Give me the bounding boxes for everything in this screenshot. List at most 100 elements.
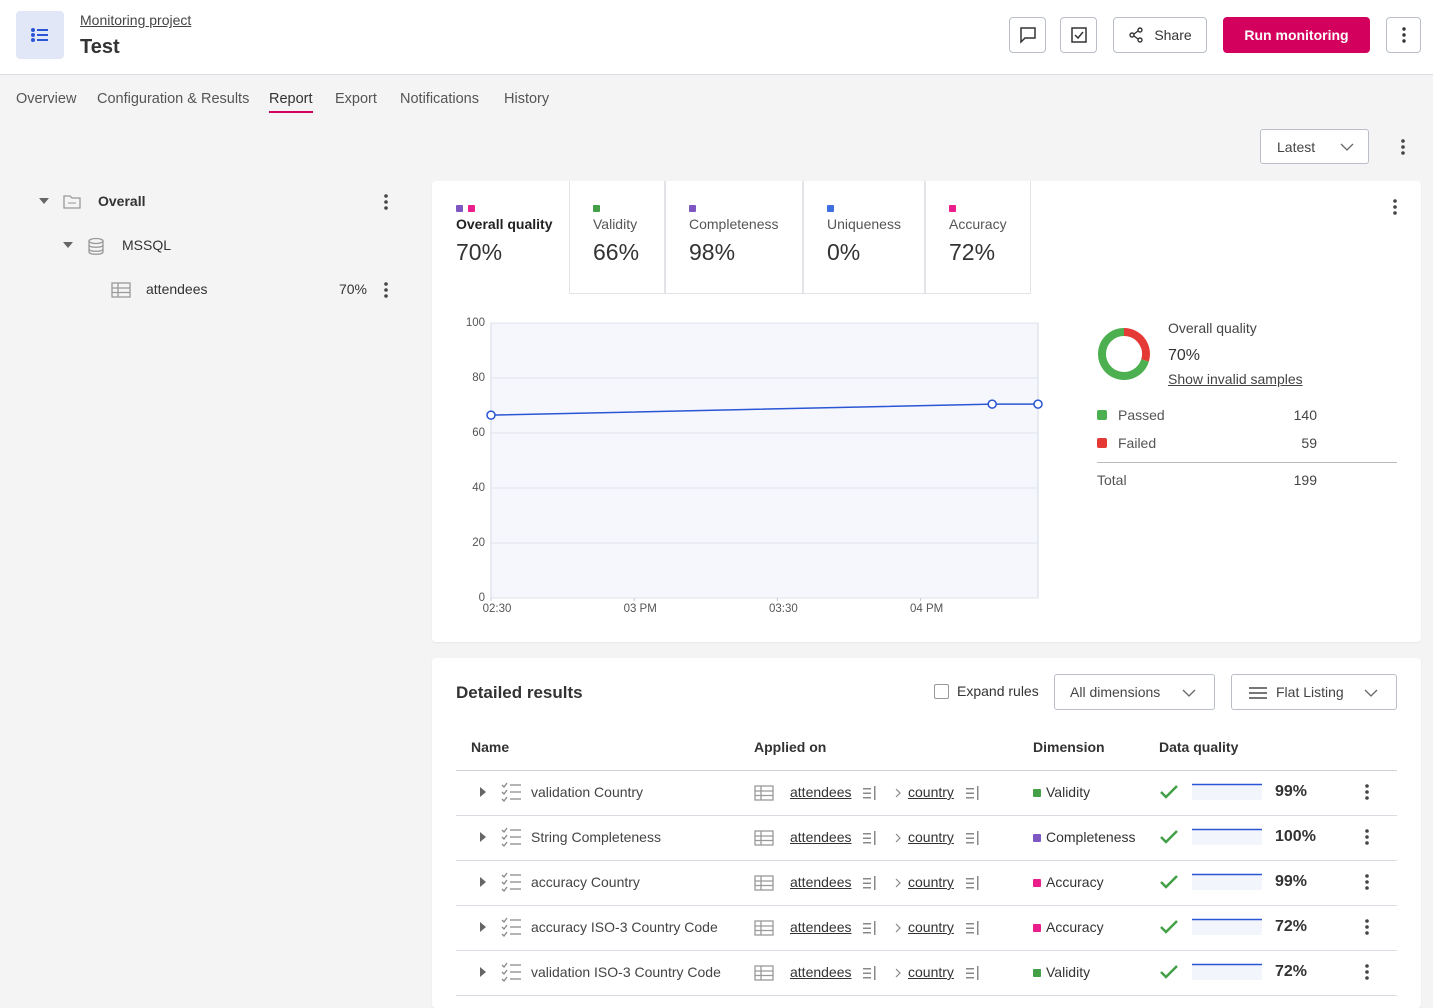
tree-label[interactable]: attendees xyxy=(146,281,208,297)
quality-value: 72% xyxy=(1275,918,1307,936)
icon-part xyxy=(384,282,388,286)
expand-arrow[interactable] xyxy=(480,922,487,932)
column-header[interactable]: Dimension xyxy=(1033,739,1105,755)
icon-part xyxy=(63,242,73,248)
task-button[interactable] xyxy=(1060,17,1097,53)
kebab-button[interactable] xyxy=(1364,918,1370,936)
expand-arrow[interactable] xyxy=(480,877,487,887)
version-select[interactable]: Latest xyxy=(1260,129,1369,164)
share-button[interactable]: Share xyxy=(1113,17,1207,53)
quality-value: 100% xyxy=(1275,828,1316,846)
kebab-button[interactable] xyxy=(383,281,389,299)
tab[interactable]: History xyxy=(504,91,549,111)
more-button[interactable] xyxy=(1386,17,1421,53)
table-link[interactable]: attendees xyxy=(790,874,852,890)
kebab-button[interactable] xyxy=(1364,873,1370,891)
tab[interactable]: Configuration & Results xyxy=(97,91,249,111)
icon-part xyxy=(755,786,773,800)
column-header[interactable]: Applied on xyxy=(754,739,826,755)
dimension-tab[interactable]: Accuracy72% xyxy=(925,181,1031,294)
dimension-tab[interactable]: Overall quality70% xyxy=(432,181,569,294)
column-link[interactable]: country xyxy=(908,964,954,980)
icon-part xyxy=(502,963,521,981)
expand-arrow[interactable] xyxy=(480,787,487,797)
icon-part xyxy=(966,876,979,890)
result-row[interactable]: validation CountryattendeescountryValidi… xyxy=(456,771,1397,816)
table-link[interactable]: attendees xyxy=(790,964,852,980)
dimension-tab[interactable]: Validity66% xyxy=(569,181,665,294)
rule-icon xyxy=(501,962,522,983)
tab[interactable]: Report xyxy=(269,91,313,113)
icon-part xyxy=(863,966,876,980)
listing-label: Flat Listing xyxy=(1276,684,1344,700)
chevron-right xyxy=(895,878,901,888)
listing-select[interactable]: Flat Listing xyxy=(1231,674,1397,710)
icon-part xyxy=(89,239,103,255)
tab[interactable]: Export xyxy=(335,91,377,111)
column-link[interactable]: country xyxy=(908,784,954,800)
tab[interactable]: Notifications xyxy=(400,91,479,111)
icon-part xyxy=(863,838,871,840)
icon-part xyxy=(1161,966,1177,977)
kebab-button[interactable] xyxy=(1364,783,1370,801)
icon-part xyxy=(384,194,388,198)
project-icon[interactable] xyxy=(16,11,64,59)
dimension-tab[interactable]: Uniqueness0% xyxy=(803,181,925,294)
data-point[interactable] xyxy=(1034,400,1042,408)
data-point[interactable] xyxy=(487,411,495,419)
result-row[interactable]: accuracy CountryattendeescountryAccuracy… xyxy=(456,861,1397,906)
check-icon xyxy=(1160,785,1178,799)
expand-checkbox[interactable] xyxy=(934,684,949,699)
dimension-tab[interactable]: Completeness98% xyxy=(665,181,803,294)
task-icon xyxy=(1070,26,1088,44)
tab[interactable]: Overview xyxy=(16,91,76,111)
column-header[interactable]: Data quality xyxy=(1159,739,1238,755)
expand-arrow[interactable] xyxy=(63,242,73,250)
kebab-button[interactable] xyxy=(1400,138,1406,156)
dimension-name: Accuracy xyxy=(949,216,1007,232)
expand-arrow[interactable] xyxy=(480,832,487,842)
icon-part xyxy=(510,920,521,934)
icon-part xyxy=(896,834,900,842)
samples-link[interactable]: Show invalid samples xyxy=(1168,371,1303,387)
kebab-button[interactable] xyxy=(1392,198,1398,216)
kebab-button[interactable] xyxy=(1364,963,1370,981)
result-row[interactable]: accuracy ISO-3 Country Codeattendeescoun… xyxy=(456,906,1397,951)
dimension-dot xyxy=(456,205,463,212)
icon-part xyxy=(755,921,773,935)
icon-part xyxy=(1192,874,1262,890)
comment-button[interactable] xyxy=(1009,17,1046,53)
icon-part xyxy=(1161,876,1177,887)
tree-label[interactable]: MSSQL xyxy=(122,237,171,253)
breadcrumb[interactable]: Monitoring project xyxy=(80,12,191,28)
table-link[interactable]: attendees xyxy=(790,784,852,800)
kebab-button[interactable] xyxy=(383,193,389,211)
legend-label: Failed xyxy=(1118,435,1156,451)
icon-part xyxy=(874,786,876,800)
icon-glyph xyxy=(1072,28,1086,42)
run-button[interactable]: Run monitoring xyxy=(1223,17,1370,53)
table-link[interactable]: attendees xyxy=(790,829,852,845)
icon-part xyxy=(502,873,507,891)
icon-glyph xyxy=(1402,27,1405,42)
icon-part xyxy=(755,831,773,845)
column-link[interactable]: country xyxy=(908,874,954,890)
expand-arrow[interactable] xyxy=(39,198,49,206)
icon-part xyxy=(966,887,974,889)
icon-glyph xyxy=(1075,32,1083,38)
data-point[interactable] xyxy=(988,400,996,408)
dimension-filter[interactable]: All dimensions xyxy=(1054,674,1215,710)
column-header[interactable]: Name xyxy=(471,739,509,755)
result-row[interactable]: validation ISO-3 Country Codeattendeesco… xyxy=(456,951,1397,996)
column-link[interactable]: country xyxy=(908,829,954,845)
expand-arrow[interactable] xyxy=(480,967,487,977)
icon-part xyxy=(755,876,773,890)
tree-label[interactable]: Overall xyxy=(98,193,145,209)
icon-part xyxy=(977,876,979,890)
rule-icon xyxy=(501,827,522,848)
column-link[interactable]: country xyxy=(908,919,954,935)
kebab-button[interactable] xyxy=(1364,828,1370,846)
share-icon xyxy=(1128,27,1144,43)
table-link[interactable]: attendees xyxy=(790,919,852,935)
result-row[interactable]: String CompletenessattendeescountryCompl… xyxy=(456,816,1397,861)
